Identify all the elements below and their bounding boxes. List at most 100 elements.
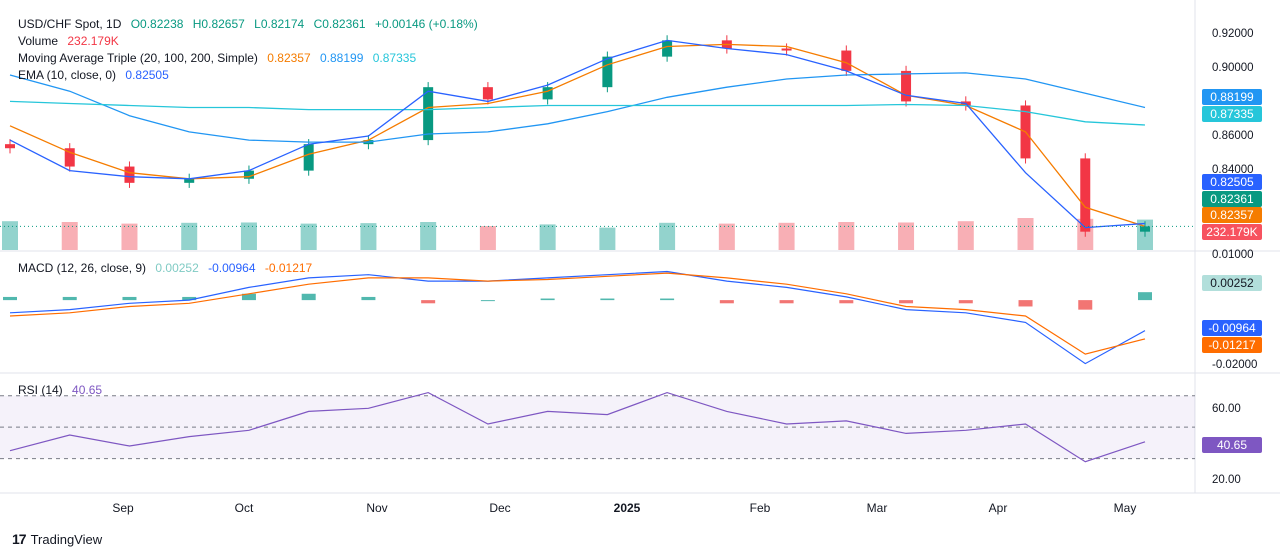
macd-histogram-bar (1078, 300, 1093, 310)
volume-label: Volume (18, 34, 59, 48)
high-value: H0.82657 (192, 17, 245, 31)
candle-body (184, 178, 195, 183)
candle-body (781, 48, 792, 51)
volume-bar (121, 223, 138, 250)
ma200-price-badge: 0.87335 (1202, 106, 1262, 122)
volume-legend[interactable]: Volume 232.179K (18, 33, 125, 49)
macd-tick: -0.02000 (1212, 359, 1258, 371)
volume-bar (599, 227, 616, 250)
macd-signal-value: -0.01217 (264, 261, 313, 275)
macd-legend[interactable]: MACD (12, 26, close, 9) 0.00252 -0.00964… (18, 260, 318, 276)
rsi-badge: 40.65 (1202, 437, 1262, 453)
volume-value: 232.179K (67, 34, 119, 48)
rsi-label: RSI (14) (18, 383, 63, 397)
rsi-tick: 20.00 (1212, 474, 1241, 486)
candle-body (423, 87, 434, 141)
volume-bar (539, 224, 556, 250)
volume-bar (898, 222, 915, 250)
low-value: L0.82174 (254, 17, 305, 31)
volume-bar (2, 221, 18, 250)
volume-bar (181, 222, 198, 250)
tradingview-logo-icon: 17 (12, 531, 27, 547)
macd-histogram-bar (480, 300, 495, 302)
candle-body (5, 144, 15, 149)
rsi-value: 40.65 (72, 383, 103, 397)
macd-histogram-bar (660, 298, 675, 301)
ema-legend[interactable]: EMA (10, close, 0) 0.82505 (18, 67, 175, 83)
time-axis-label: Mar (866, 501, 888, 515)
brand-name: TradingView (30, 531, 103, 547)
candle-body (64, 148, 75, 167)
macd-line (9, 270, 1146, 365)
volume-bar (659, 222, 676, 250)
sma100-line (9, 72, 1146, 143)
ema-label: EMA (10, close, 0) (18, 68, 117, 82)
open-value: O0.82238 (130, 17, 184, 31)
price-legend: USD/CHF Spot, 1D O0.82238 H0.82657 L0.82… (18, 16, 484, 32)
macd-histogram-bar (779, 300, 794, 304)
macd-histogram-bar (1018, 300, 1033, 307)
macd-signal-badge: -0.01217 (1202, 337, 1262, 353)
sma200-line (9, 100, 1146, 126)
candle-body (482, 87, 493, 100)
ma100-value: 0.88199 (320, 51, 364, 65)
candle-body (1140, 226, 1150, 232)
candle-body (841, 50, 852, 71)
time-axis-label: 2025 (613, 501, 641, 515)
macd-histogram-bar (839, 300, 854, 304)
macd-histogram-bar (301, 293, 316, 301)
candle-body (124, 166, 135, 183)
macd-histogram-bar (182, 296, 197, 301)
macd-signal-line (9, 272, 1146, 355)
macd-histogram-bar (122, 296, 137, 301)
macd-histogram-bar (421, 300, 436, 304)
macd-line-badge: -0.00964 (1202, 320, 1262, 336)
macd-histogram-bar (3, 296, 17, 301)
volume-bar (838, 222, 855, 250)
ema-price-badge: 0.82505 (1202, 174, 1262, 190)
candle-body (243, 170, 254, 179)
ma20-price-badge: 0.82357 (1202, 207, 1262, 223)
volume-bar (360, 223, 377, 250)
macd-hist-badge: 0.00252 (1202, 275, 1262, 291)
volume-bar (957, 221, 974, 250)
volume-bar (240, 222, 257, 250)
candle-body (1080, 158, 1091, 232)
price-tick: 0.84000 (1212, 164, 1254, 176)
candle-body (662, 40, 673, 57)
change-value: +0.00146 (+0.18%) (374, 17, 478, 31)
price-tick: 0.90000 (1212, 62, 1254, 74)
time-axis-label: Sep (112, 501, 134, 515)
macd-histogram-bar (899, 300, 914, 304)
macd-histogram-bar (1138, 292, 1152, 301)
rsi-line (9, 391, 1146, 463)
macd-histogram-bar (958, 300, 973, 304)
sma20-line (9, 43, 1146, 228)
ema10-line (9, 39, 1146, 229)
macd-histogram-bar (62, 296, 77, 301)
last-price-badge: 0.82361 (1202, 191, 1262, 207)
macd-tick: 0.01000 (1212, 249, 1254, 261)
macd-line-value: -0.00964 (208, 261, 256, 275)
volume-bar (300, 223, 317, 250)
volume-bar (61, 222, 78, 250)
tradingview-brand[interactable]: 17 TradingView (12, 531, 102, 547)
time-axis-label: Feb (749, 501, 771, 515)
symbol-label[interactable]: USD/CHF Spot, 1D (18, 17, 122, 31)
candle-body (901, 70, 912, 102)
close-value: C0.82361 (313, 17, 366, 31)
macd-histogram-bar (361, 296, 376, 301)
volume-bar (420, 222, 437, 250)
candle-body (303, 144, 314, 171)
time-axis-label: Nov (366, 501, 388, 515)
macd-histogram-bar (600, 298, 615, 301)
rsi-legend[interactable]: RSI (14) 40.65 (18, 382, 108, 398)
candle-body (542, 87, 553, 100)
ma-legend[interactable]: Moving Average Triple (20, 100, 200, Sim… (18, 50, 422, 66)
time-axis-label: Dec (489, 501, 511, 515)
time-axis-label: Oct (234, 501, 254, 515)
ma20-value: 0.82357 (267, 51, 311, 65)
volume-bar (479, 226, 496, 250)
